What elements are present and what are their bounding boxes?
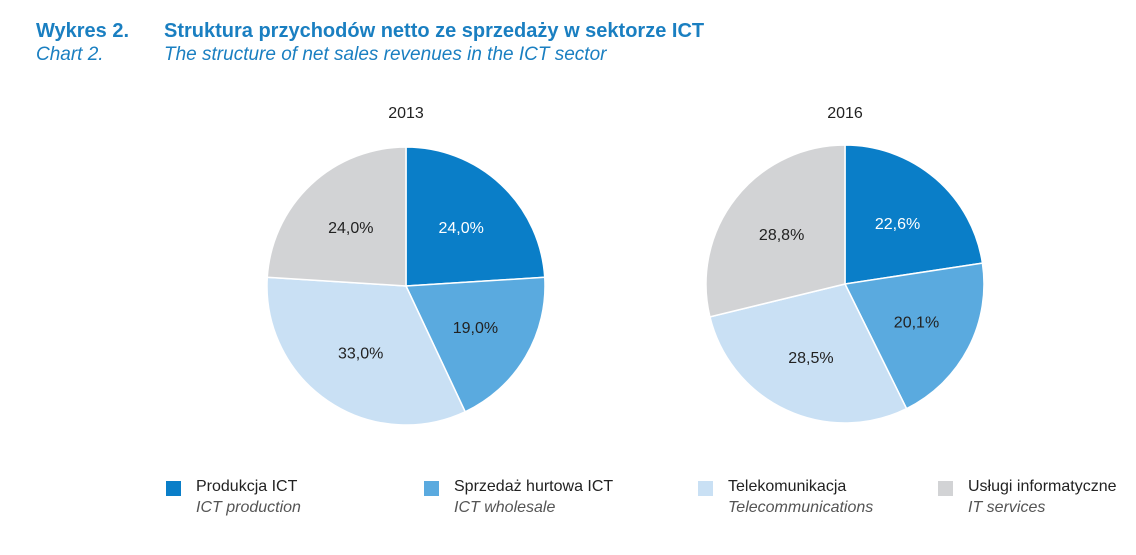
data-label-it-services: 28,8% [759,227,804,244]
legend-label-pl: Produkcja ICT [196,478,298,495]
legend-label-en: IT services [968,499,1046,516]
pie-slice-it-services [266,146,407,287]
pie-slice-telecommunications [709,283,908,424]
header-row-en: Chart 2. The structure of net sales reve… [36,44,704,66]
chart-number-pl: Wykres 2. [36,20,130,42]
pie-title: 2016 [827,105,863,122]
data-label-ict-production: 22,6% [875,216,920,233]
pie-slice-ict-production [844,144,984,285]
pie-slice-ict-production [405,146,546,287]
legend-label-pl: Usługi informatyczne [968,478,1117,495]
legend-swatch-ict-wholesale [424,481,439,496]
legend-swatch-telecommunications [698,481,713,496]
chart-number-en: Chart 2. [36,44,104,65]
legend-label-en: Telecommunications [728,499,874,516]
legend-label-en: ICT production [196,499,301,516]
legend-swatch-ict-production [166,481,181,496]
data-label-telecommunications: 33,0% [338,346,383,363]
data-label-ict-production: 24,0% [439,220,484,237]
pie-charts: 2013 24,0% 19,0% 33,0% 24,0% 2016 22,6% 20,1% 28… [266,105,985,426]
data-label-it-services: 24,0% [328,220,373,237]
legend-label-pl: Sprzedaż hurtowa ICT [454,478,614,495]
data-label-ict-wholesale: 19,0% [453,320,498,337]
pie-chart-2013: 2013 24,0% 19,0% 33,0% 24,0% [266,105,546,426]
pie-slice-it-services [705,144,846,318]
pie-slice-ict-wholesale [843,262,985,410]
data-label-ict-wholesale: 20,1% [894,314,939,331]
legend-label-en: ICT wholesale [454,499,556,516]
pie-chart-2016: 2016 22,6% 20,1% 28,5% 28,8% [705,105,985,424]
legend: Produkcja ICT ICT production Sprzedaż hu… [0,476,1136,536]
chart-title-en: The structure of net sales revenues in t… [164,44,607,65]
pie-slice-ict-wholesale [404,276,546,413]
data-label-telecommunications: 28,5% [788,350,833,367]
chart-header: Wykres 2. Struktura przychodów netto ze … [36,20,704,66]
pie-title: 2013 [388,105,424,122]
chart-title-pl: Struktura przychodów netto ze sprzedaży … [164,20,705,42]
legend-label-pl: Telekomunikacja [728,478,847,495]
header-row-pl: Wykres 2. Struktura przychodów netto ze … [36,20,704,43]
legend-swatch-it-services [938,481,953,496]
pie-slice-telecommunications [266,276,467,426]
